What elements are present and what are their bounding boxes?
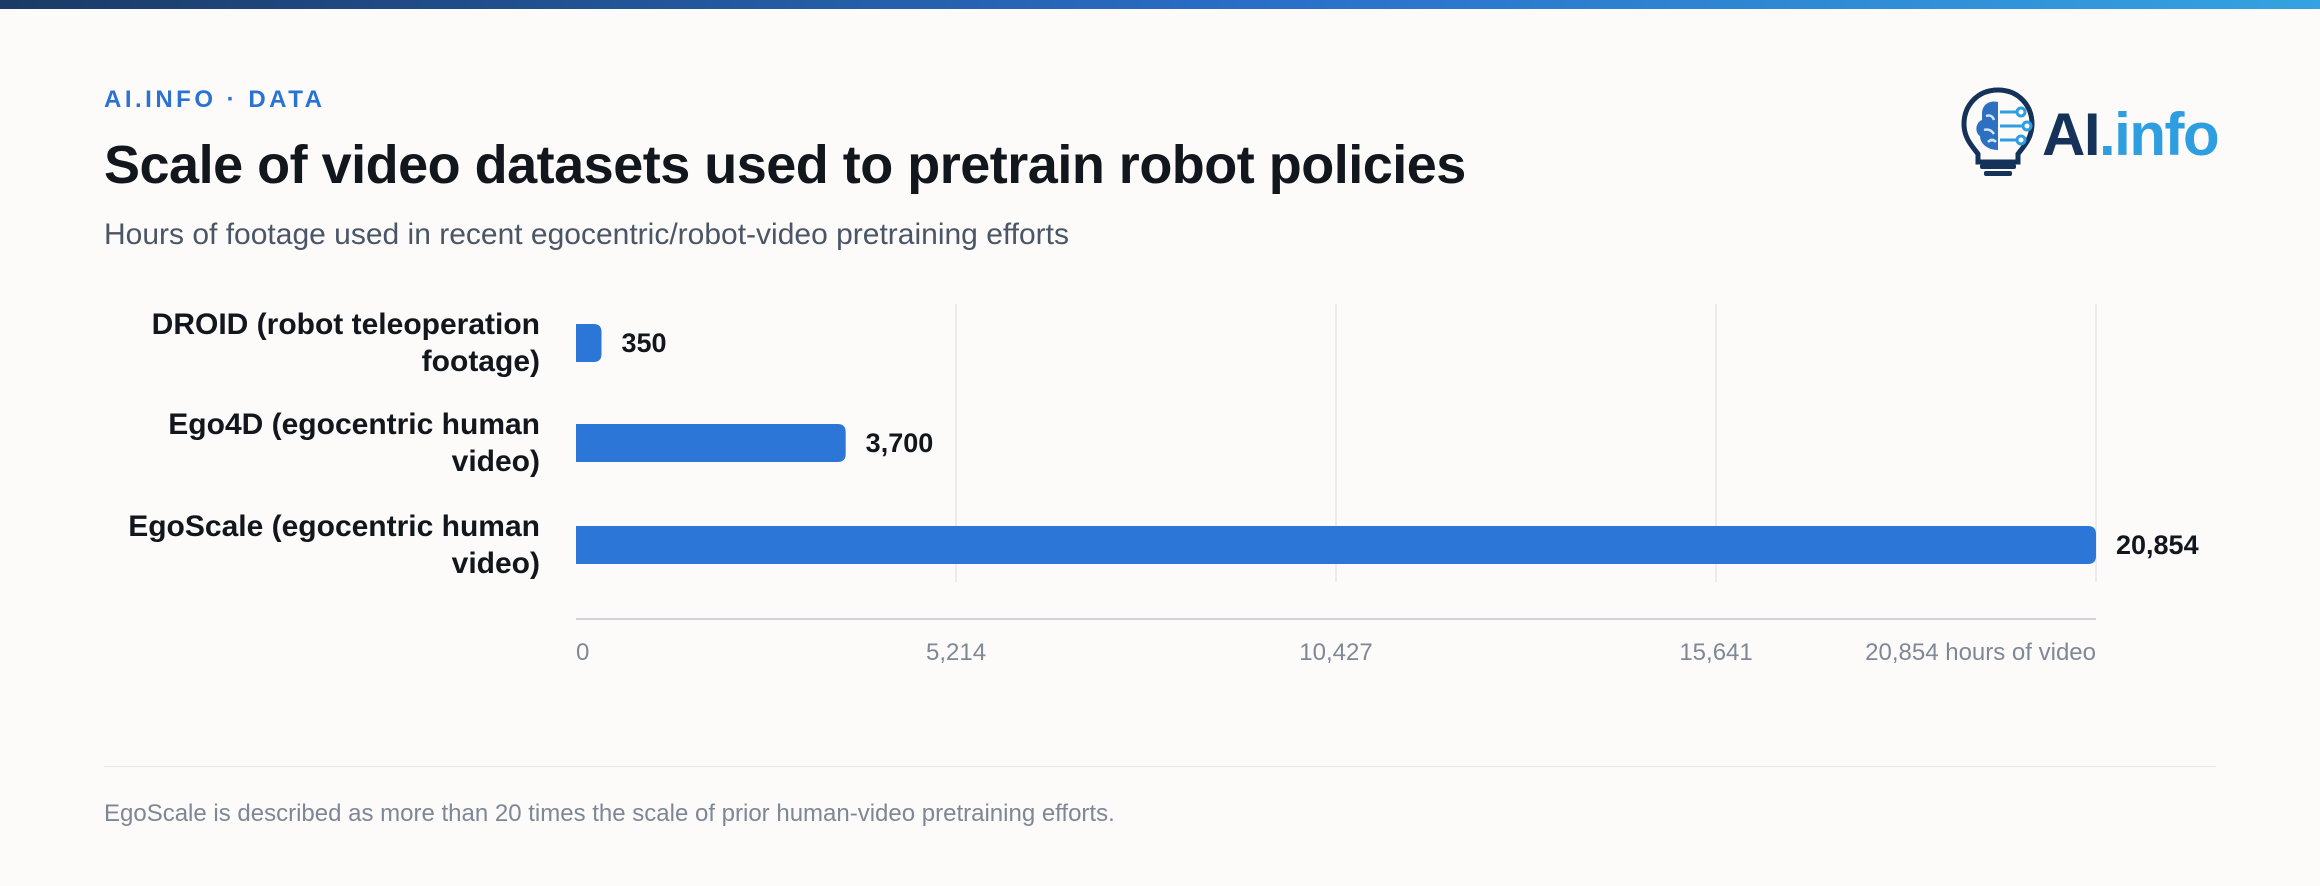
value-label: 3,700 [866,428,934,458]
bar [576,324,602,362]
value-label: 20,854 [2116,530,2199,560]
category-label: Ego4D (egocentric human video) [168,408,540,478]
logo-text-accent: .info [2099,101,2220,168]
bar [576,424,846,462]
top-accent-bar [0,0,2320,9]
ai-info-logo: AI.info [1958,84,2220,180]
x-tick-label: 15,641 [1679,639,1752,666]
chart-subtitle: Hours of footage used in recent egocentr… [104,218,1070,251]
bar [576,526,2096,564]
logo-wordmark: AI.info [2042,100,2220,169]
lightbulb-brain-icon [1961,87,2035,176]
category-label-line: video) [452,445,540,478]
category-label-line: Ego4D (egocentric human [168,408,540,441]
x-tick-label: 5,214 [926,639,986,666]
chart-title: Scale of video datasets used to pretrain… [104,135,1466,195]
category-label: EgoScale (egocentric human video) [128,510,540,580]
footer-divider [104,766,2216,767]
category-label: DROID (robot teleoperation footage) [152,308,540,378]
category-label-line: EgoScale (egocentric human [128,510,540,543]
value-label: 350 [622,328,667,358]
footnote: EgoScale is described as more than 20 ti… [104,800,1115,827]
x-tick-label: 20,854 hours of video [1865,639,2096,666]
x-tick-label: 0 [576,639,589,666]
category-label-line: footage) [422,345,540,378]
category-label-line: DROID (robot teleoperation [152,308,540,341]
kicker-label: AI.INFO · DATA [104,86,326,113]
category-label-line: video) [452,547,540,580]
bar-chart: 0 5,214 10,427 15,641 20,854 hours of video 3… [128,304,2199,666]
logo-text-main: AI [2042,101,2101,168]
x-tick-label: 10,427 [1299,639,1372,666]
